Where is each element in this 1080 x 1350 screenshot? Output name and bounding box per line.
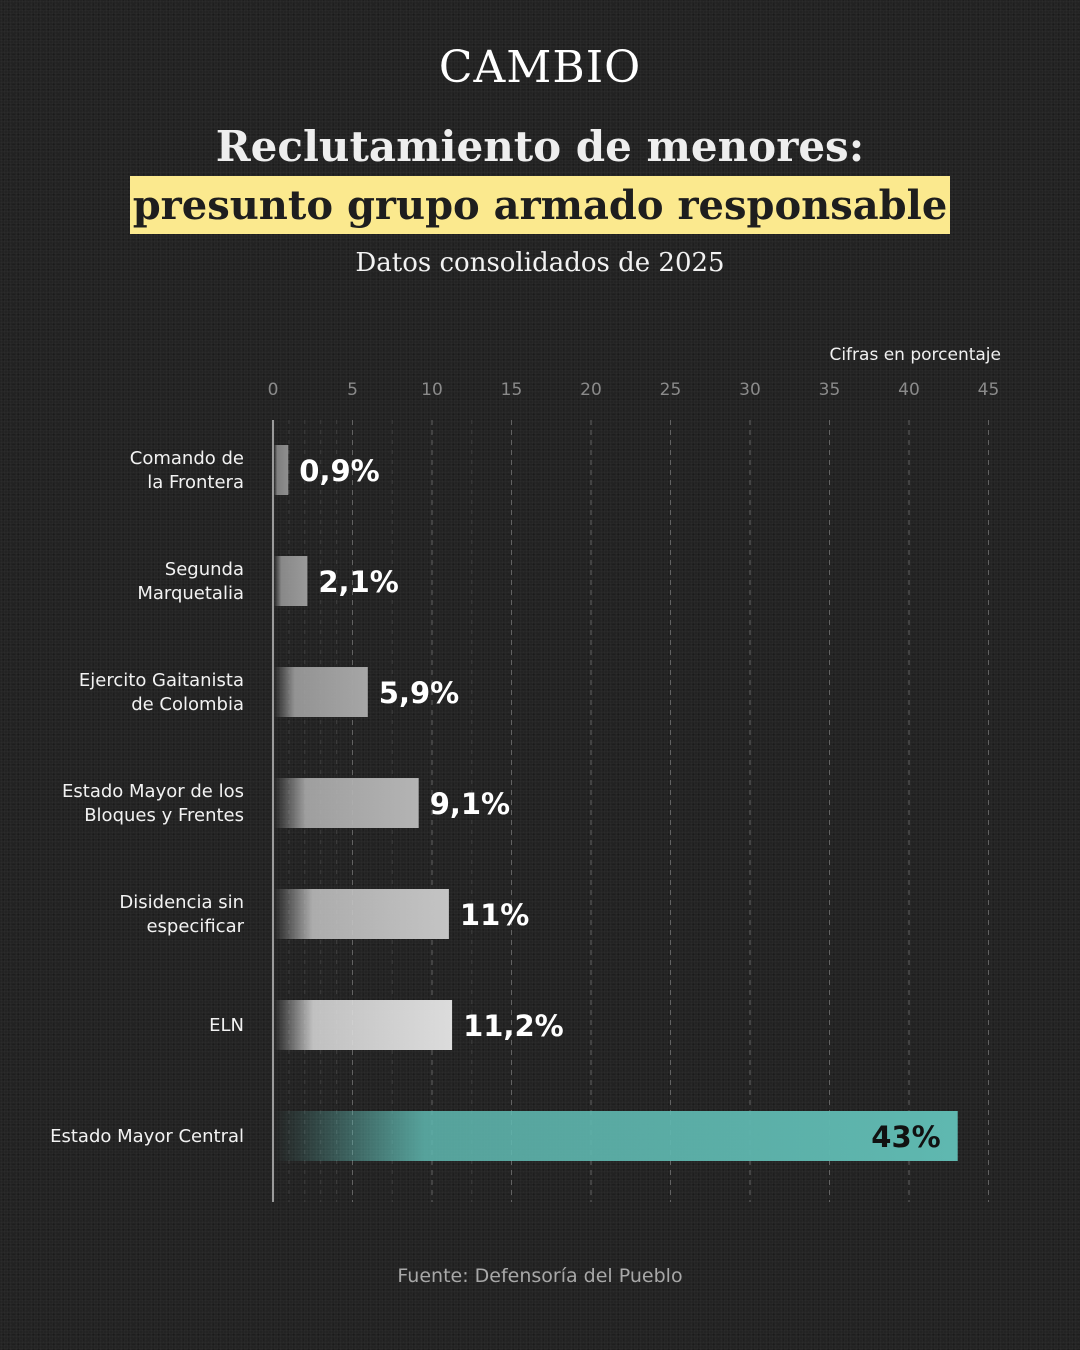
category-label: Segunda Marquetalia: [137, 559, 244, 604]
x-tick-label: 45: [978, 380, 1000, 400]
category-label-line: la Frontera: [147, 472, 244, 493]
value-label: 0,9%: [299, 454, 379, 488]
category-label-line: Segunda: [165, 559, 244, 580]
category-label-line: Marquetalia: [137, 583, 244, 604]
bar: [274, 556, 308, 606]
bar: [274, 1000, 453, 1050]
x-tick-label: 35: [819, 380, 841, 400]
bar: [274, 889, 449, 939]
category-label-line: ELN: [209, 1015, 244, 1036]
x-tick-label: 5: [347, 380, 358, 400]
source-note: Fuente: Defensoría del Pueblo: [397, 1265, 683, 1287]
value-label: 2,1%: [318, 565, 398, 599]
bar: [274, 778, 419, 828]
x-tick-label: 20: [580, 380, 602, 400]
category-label-line: de Colombia: [131, 694, 244, 715]
brand-logo: CAMBIO: [438, 42, 642, 93]
category-label: Ejercito Gaitanista de Colombia: [79, 670, 244, 715]
value-label: 5,9%: [379, 676, 459, 710]
x-tick-label: 15: [501, 380, 523, 400]
category-label-line: Comando de: [130, 448, 244, 469]
title-highlight-box: presunto grupo armado responsable: [130, 176, 950, 234]
title-line-1: Reclutamiento de menores:: [215, 122, 865, 171]
category-label-line: Ejercito Gaitanista: [79, 670, 244, 691]
category-label-line: especificar: [146, 916, 244, 937]
x-tick-label: 25: [660, 380, 682, 400]
subtitle: Datos consolidados de 2025: [355, 248, 725, 278]
category-label: Disidencia sin especificar: [119, 892, 244, 937]
x-tick-label: 10: [421, 380, 443, 400]
x-tick-label: 30: [739, 380, 761, 400]
bar-chart: Cifras en porcentaje 0 5 10 15 20 25 30 35 40 45 Co…: [50, 345, 1001, 1202]
category-label-line: Estado Mayor de los: [62, 781, 244, 802]
x-tick-label: 40: [898, 380, 920, 400]
bar: [274, 1111, 958, 1161]
unit-label: Cifras en porcentaje: [829, 345, 1001, 365]
bar: [274, 667, 368, 717]
title-line-2: presunto grupo armado responsable: [132, 181, 948, 229]
x-tick-label: 0: [268, 380, 279, 400]
category-label: Estado Mayor de los Bloques y Frentes: [62, 781, 244, 826]
value-label: 11%: [460, 898, 529, 932]
category-label: Estado Mayor Central: [50, 1126, 244, 1147]
bar: [274, 445, 289, 495]
category-label-line: Bloques y Frentes: [84, 805, 244, 826]
value-label: 9,1%: [430, 787, 510, 821]
category-label-line: Estado Mayor Central: [50, 1126, 244, 1147]
category-label: Comando de la Frontera: [130, 448, 244, 493]
value-label: 43%: [871, 1120, 940, 1154]
category-label-line: Disidencia sin: [119, 892, 244, 913]
category-label: ELN: [209, 1015, 244, 1036]
value-label: 11,2%: [463, 1009, 564, 1043]
